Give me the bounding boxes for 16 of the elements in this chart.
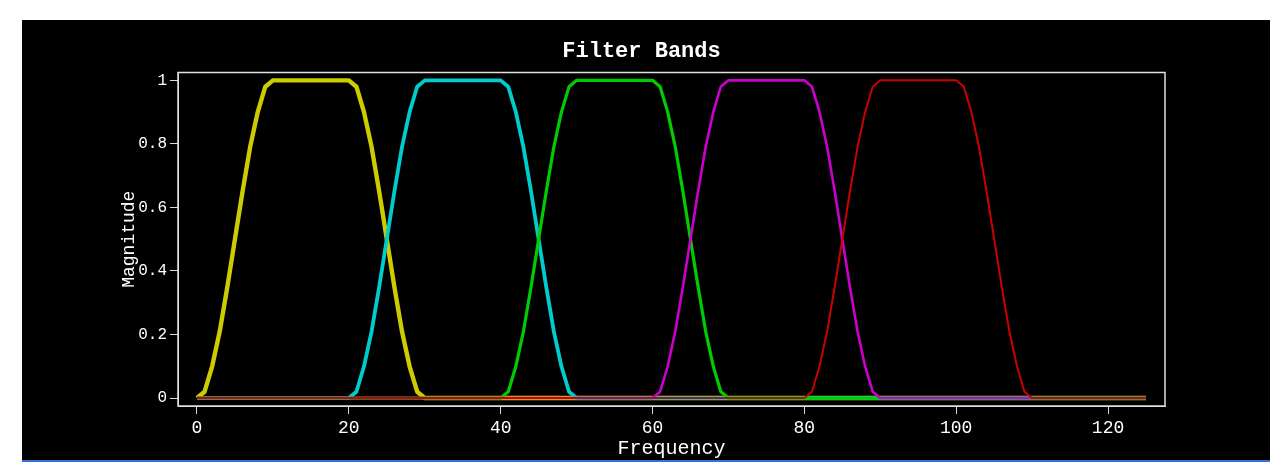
y-axis-title: Magnitude [118, 190, 139, 288]
y-tick-label: 1 [157, 71, 167, 90]
x-tick-label: 80 [793, 417, 816, 438]
x-tick-label: 60 [641, 417, 664, 438]
y-tick-label: 0.2 [138, 325, 167, 344]
chart-title: Filter Bands [562, 38, 721, 64]
x-tick-label: 0 [191, 417, 203, 438]
y-tick-label: 0 [157, 389, 167, 408]
y-tick-label: 0.4 [138, 262, 167, 281]
x-axis-title: Frequency [617, 437, 726, 461]
x-tick-label: 40 [489, 417, 512, 438]
y-tick-label: 0.6 [138, 198, 167, 217]
x-tick-label: 100 [940, 417, 973, 438]
x-tick-label: 120 [1091, 417, 1125, 438]
y-tick-label: 0.8 [138, 135, 167, 154]
x-tick-label: 20 [338, 417, 360, 438]
